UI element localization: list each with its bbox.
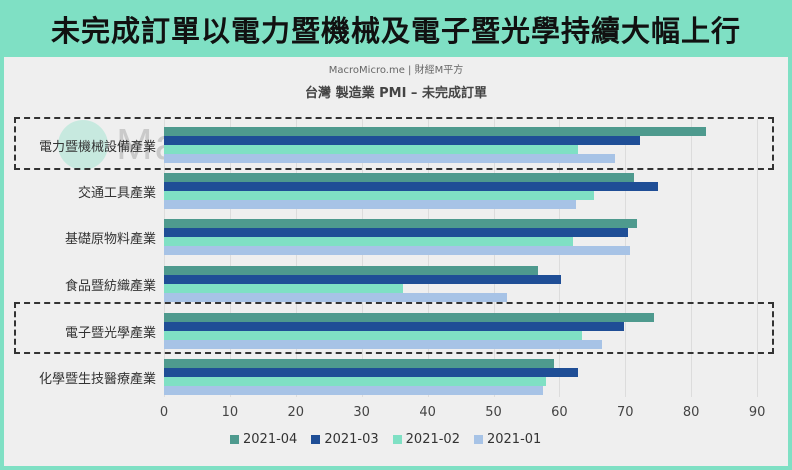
legend-label: 2021-01 — [486, 432, 542, 447]
category-label: 基礎原物料產業 — [64, 232, 156, 247]
legend-label: 2021-02 — [405, 432, 460, 447]
gridline — [493, 117, 495, 397]
legend-swatch-icon — [311, 435, 321, 444]
x-tick-label: 70 — [617, 405, 634, 420]
bar-2021-03[interactable] — [164, 275, 561, 284]
legend-label: 2021-04 — [243, 432, 298, 447]
x-tick-label: 50 — [485, 405, 502, 420]
bar-2021-01[interactable] — [164, 293, 507, 302]
bar-2021-02[interactable] — [164, 145, 578, 154]
bar-2021-01[interactable] — [164, 246, 630, 255]
bar-2021-03[interactable] — [164, 228, 628, 237]
legend-swatch-icon — [473, 435, 483, 444]
legend-swatch-icon — [392, 435, 402, 444]
gridline — [229, 117, 231, 397]
category-label: 化學暨生技醫療產業 — [38, 372, 156, 387]
legend-swatch-icon — [230, 435, 239, 444]
x-tick-label: 60 — [551, 405, 568, 420]
bar-2021-04[interactable] — [164, 219, 638, 228]
x-tick-label: 40 — [419, 405, 436, 420]
bar-2021-03[interactable] — [164, 322, 624, 331]
chart-panel — [4, 57, 788, 466]
x-tick-label: 90 — [748, 405, 766, 420]
gridline — [757, 117, 759, 397]
chart-title: 台灣 製造業 PMI – 未完成訂單 — [305, 86, 487, 101]
bar-2021-03[interactable] — [164, 368, 578, 377]
category-label: 電子暨光學產業 — [64, 326, 156, 341]
gridline — [559, 117, 561, 397]
gridline — [361, 117, 363, 397]
legend: 2021-04 2021-03 2021-02 2021-01 — [230, 432, 541, 447]
bar-2021-04[interactable] — [164, 359, 555, 368]
x-tick-label: 20 — [287, 405, 305, 420]
gridline — [427, 117, 429, 397]
legend-item[interactable]: 2021-03 — [311, 432, 379, 447]
gridline — [295, 117, 297, 397]
bar-2021-01[interactable] — [164, 200, 576, 209]
bar-2021-02[interactable] — [164, 237, 574, 246]
gridline — [625, 117, 627, 397]
legend-item[interactable]: 2021-04 — [230, 432, 297, 447]
bar-2021-03[interactable] — [164, 136, 640, 145]
category-label: 食品暨紡織產業 — [64, 279, 156, 294]
x-tick-label: 80 — [682, 405, 700, 420]
bar-2021-01[interactable] — [164, 154, 615, 163]
legend-item[interactable]: 2021-01 — [473, 432, 542, 447]
gridline — [691, 117, 693, 397]
source-credit: MacroMicro.me | 財經M平方 — [328, 65, 464, 76]
bar-2021-04[interactable] — [164, 313, 655, 322]
bar-2021-02[interactable] — [164, 284, 404, 293]
plot-area — [164, 117, 764, 397]
bar-2021-02[interactable] — [164, 331, 582, 340]
bar-2021-04[interactable] — [164, 173, 634, 182]
bar-2021-01[interactable] — [164, 386, 543, 395]
gridline — [164, 117, 165, 397]
category-label: 交通工具產業 — [77, 186, 156, 201]
bar-2021-02[interactable] — [164, 191, 595, 200]
x-axis-ticks: 0 10 20 30 40 50 60 70 80 90 — [0, 405, 792, 423]
title-banner: 未完成訂單以電力暨機械及電子暨光學持續大幅上行 — [0, 0, 792, 57]
bar-2021-04[interactable] — [164, 266, 539, 275]
highlight-box-electrical-machinery — [14, 117, 774, 170]
bar-2021-02[interactable] — [164, 377, 547, 386]
highlight-box-electronics-optics — [14, 302, 774, 354]
category-label: 電力暨機械設備產業 — [38, 140, 156, 155]
x-tick-label: 0 — [159, 405, 169, 420]
headline: 未完成訂單以電力暨機械及電子暨光學持續大幅上行 — [50, 13, 741, 48]
bar-2021-01[interactable] — [164, 340, 603, 349]
x-tick-label: 30 — [353, 405, 370, 420]
legend-label: 2021-03 — [324, 432, 379, 447]
bar-2021-03[interactable] — [164, 182, 659, 191]
bar-2021-04[interactable] — [164, 127, 706, 136]
legend-item[interactable]: 2021-02 — [392, 432, 460, 447]
x-tick-label: 10 — [221, 405, 239, 420]
